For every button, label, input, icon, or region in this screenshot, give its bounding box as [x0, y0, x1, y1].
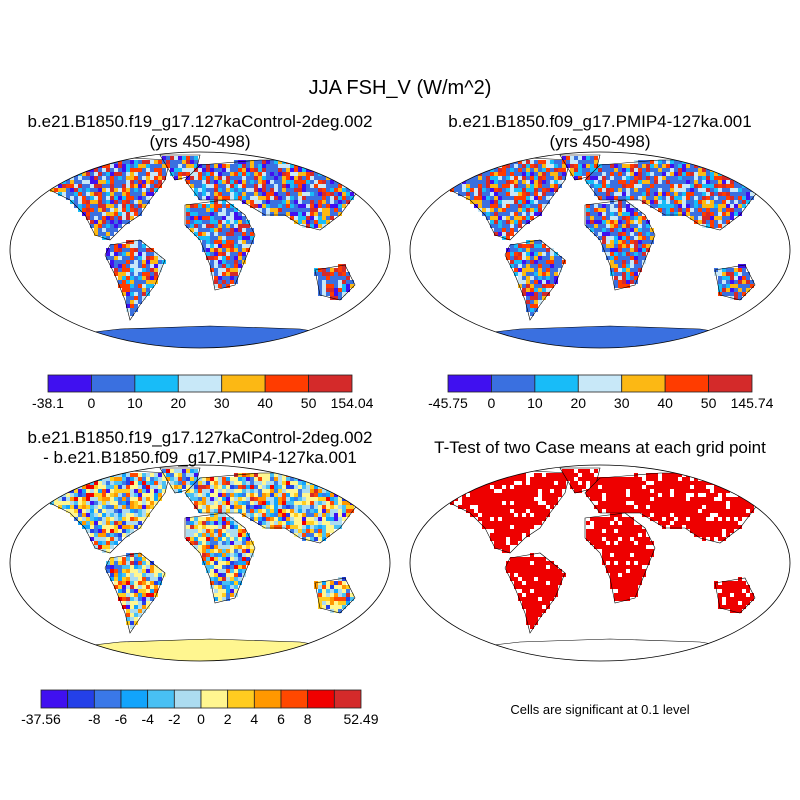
panel3-title: b.e21.B1850.f19_g17.127kaControl-2deg.00… — [0, 428, 400, 468]
panel1-title: b.e21.B1850.f19_g17.127kaControl-2deg.00… — [0, 112, 400, 152]
colorbar-label: 20 — [170, 395, 186, 411]
colorbar-box — [40, 689, 69, 709]
continent-australia — [714, 577, 756, 614]
significance-note: Cells are significant at 0.1 level — [510, 702, 690, 717]
colorbar-label: 50 — [301, 395, 317, 411]
continent-north-america — [44, 470, 171, 554]
colorbar-label: 30 — [614, 395, 630, 411]
continent-south-america — [504, 239, 566, 321]
colorbar-label: -2 — [168, 711, 181, 727]
map-border — [409, 464, 791, 662]
colorbar-box — [47, 374, 92, 393]
colorbar-box — [200, 689, 229, 709]
continent-australia — [314, 577, 356, 614]
continent-greenland — [559, 467, 601, 494]
continent-africa — [184, 199, 256, 291]
continent-north-america — [444, 470, 571, 554]
colorbar-1: -38.1 0 10 20 30 40 50 154.04 — [32, 374, 374, 411]
colorbar-label: 6 — [277, 711, 285, 727]
colorbar-box — [664, 374, 709, 393]
colorbar-box — [177, 374, 223, 393]
continent-south-america — [104, 239, 166, 321]
colorbar-box — [67, 689, 95, 709]
colorbar-label: -8 — [88, 711, 101, 727]
map-panel-1 — [9, 151, 391, 349]
colorbar-label: 20 — [570, 395, 586, 411]
colorbar-label: 0 — [488, 395, 496, 411]
colorbar-box — [333, 689, 362, 709]
colorbar-label: 10 — [527, 395, 543, 411]
panel1-years: (yrs 450-498) — [149, 132, 251, 151]
colorbar-label: 154.04 — [331, 395, 374, 411]
colorbar-label: 2 — [224, 711, 232, 727]
panel2-case-name: b.e21.B1850.f09_g17.PMIP4-127ka.001 — [448, 112, 752, 131]
continent-north-america — [44, 157, 171, 241]
colorbar-box — [577, 374, 623, 393]
colorbar-label: -45.75 — [428, 395, 468, 411]
colorbar-box — [447, 374, 492, 393]
colorbar-box — [173, 689, 202, 709]
colorbar-box — [253, 689, 282, 709]
panel3-case-a: b.e21.B1850.f19_g17.127kaControl-2deg.00… — [27, 428, 373, 447]
colorbar-label: 30 — [214, 395, 230, 411]
colorbar-box — [308, 374, 353, 393]
colorbar-box — [491, 374, 536, 393]
colorbar-box — [264, 374, 309, 393]
colorbar-box — [147, 689, 175, 709]
colorbar-label: -6 — [115, 711, 128, 727]
colorbar-label: 8 — [304, 711, 312, 727]
colorbar-label: -38.1 — [32, 395, 64, 411]
continent-greenland — [159, 467, 201, 494]
panel4-title: T-Test of two Case means at each grid po… — [434, 438, 766, 457]
colorbar-2: -45.75 0 10 20 30 40 50 145.74 — [428, 374, 774, 411]
main-title: JJA FSH_V (W/m^2) — [308, 77, 492, 99]
colorbar-box — [93, 689, 122, 709]
colorbar-label: 52.49 — [343, 711, 378, 727]
colorbar-label: -37.56 — [21, 711, 61, 727]
continent-south-america — [104, 552, 166, 634]
colorbar-box — [307, 689, 335, 709]
colorbar-label: 0 — [88, 395, 96, 411]
map-border — [9, 151, 391, 349]
colorbar-box — [280, 689, 309, 709]
continent-south-america — [504, 552, 566, 634]
continent-north-america — [444, 157, 571, 241]
colorbar-box — [120, 689, 149, 709]
panel2-years: (yrs 450-498) — [549, 132, 651, 151]
colorbar-box — [708, 374, 753, 393]
colorbar-label: 50 — [701, 395, 717, 411]
colorbar-label: 4 — [250, 711, 258, 727]
continent-africa — [184, 512, 256, 604]
map-border — [409, 151, 791, 349]
colorbar-label: -4 — [141, 711, 154, 727]
map-panel-2 — [409, 151, 791, 349]
panel3-case-b: - b.e21.B1850.f09_g17.PMIP4-127ka.001 — [43, 448, 357, 467]
colorbar-box — [91, 374, 136, 393]
colorbar-box — [221, 374, 266, 393]
map-panel-3 — [9, 464, 391, 662]
colorbar-label: 0 — [197, 711, 205, 727]
map-panel-4 — [409, 464, 791, 662]
panel1-case-name: b.e21.B1850.f19_g17.127kaControl-2deg.00… — [27, 112, 373, 131]
colorbar-box — [534, 374, 579, 393]
colorbar-box — [227, 689, 255, 709]
map-border — [9, 464, 391, 662]
continent-africa — [584, 512, 656, 604]
colorbar-label: 40 — [657, 395, 673, 411]
continent-africa — [584, 199, 656, 291]
continent-australia — [714, 264, 756, 301]
continent-australia — [314, 264, 356, 301]
colorbar-box — [134, 374, 179, 393]
colorbar-box — [621, 374, 666, 393]
colorbar-3: -37.56 -8 -6 -4 -2 0 2 4 6 8 52.49 — [21, 689, 379, 727]
colorbar-label: 10 — [127, 395, 143, 411]
panel2-title: b.e21.B1850.f09_g17.PMIP4-127ka.001 (yrs… — [400, 112, 800, 152]
colorbar-label: 145.74 — [731, 395, 774, 411]
colorbar-label: 40 — [257, 395, 273, 411]
